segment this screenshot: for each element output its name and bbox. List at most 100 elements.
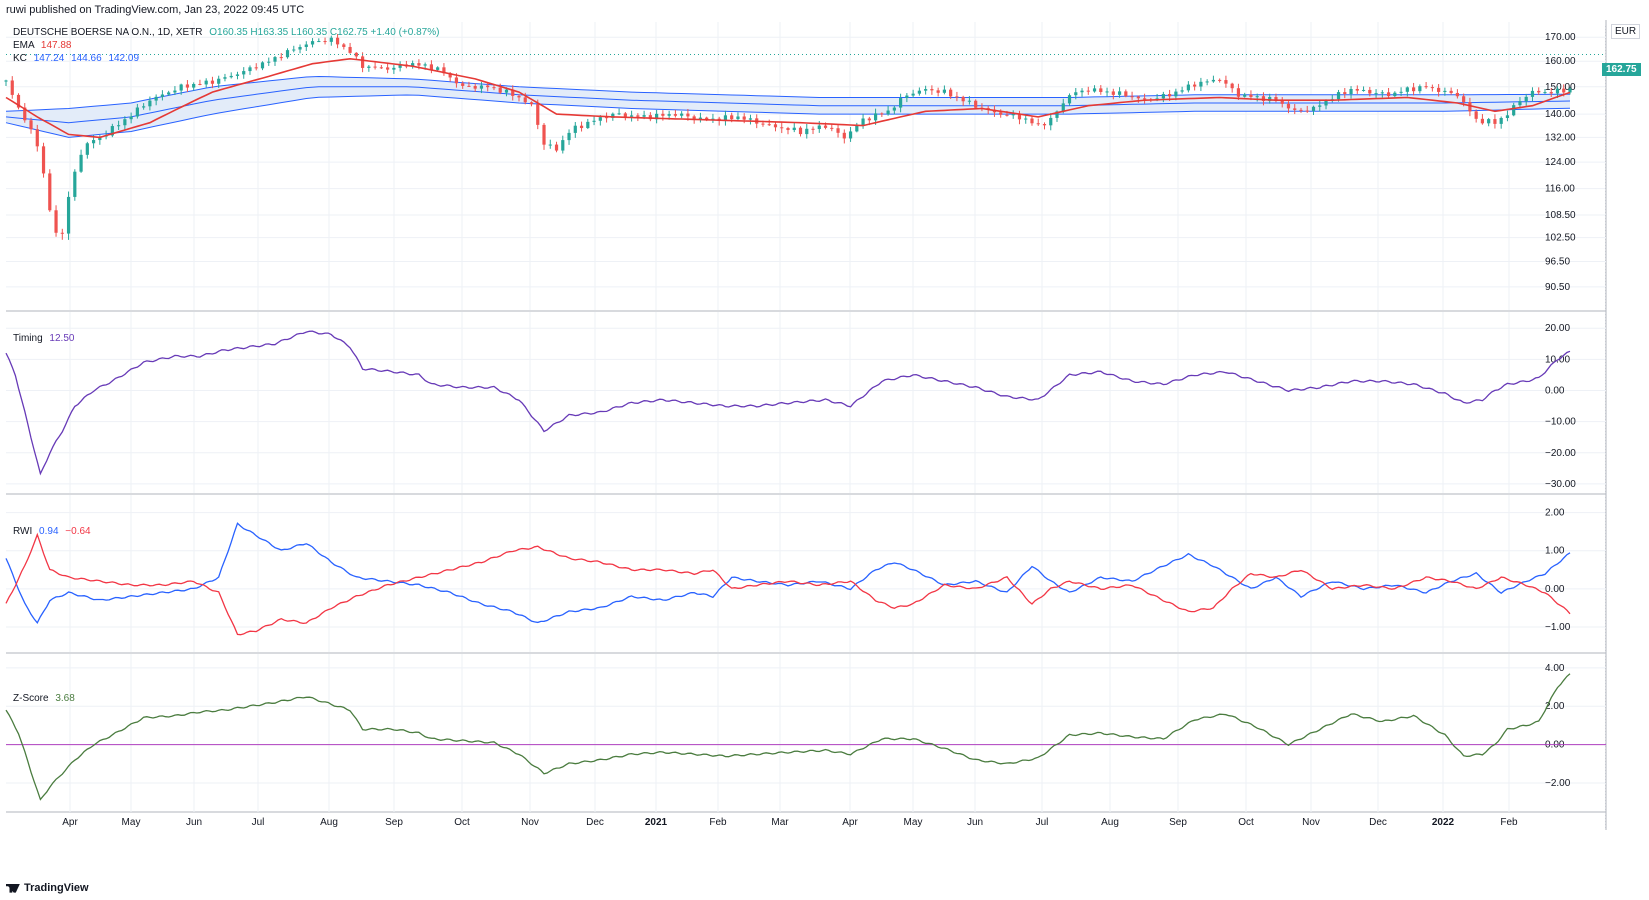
time-axis-label: 2021 <box>645 817 668 828</box>
axis-tick-dot <box>1605 632 1606 633</box>
kc-legend[interactable]: KC 147.24 144.66 142.09 <box>13 53 139 64</box>
tradingview-brand: TradingView <box>24 882 89 894</box>
axis-tick-dot <box>1605 650 1606 651</box>
candle-body <box>1280 100 1284 104</box>
axis-tick-dot <box>1605 245 1606 246</box>
axis-tick-dot <box>1605 590 1606 591</box>
axis-tick-dot <box>1605 794 1606 795</box>
axis-tick-dot <box>1605 449 1606 450</box>
candle-body <box>1205 81 1209 83</box>
axis-tick-dot <box>1605 146 1606 147</box>
timing-label: Timing <box>13 333 43 344</box>
candle-body <box>767 124 771 126</box>
axis-tick-dot <box>1605 593 1606 594</box>
candle-body <box>66 196 71 234</box>
currency-badge[interactable]: EUR <box>1611 24 1641 39</box>
candle-body <box>392 67 396 70</box>
candle-body <box>974 100 978 108</box>
candle-body <box>1236 88 1241 97</box>
candle-body <box>867 118 871 121</box>
axis-tick-dot <box>1605 344 1606 345</box>
axis-tick-dot <box>1605 296 1606 297</box>
price-axis-label: 132.00 <box>1545 132 1576 143</box>
candle-body <box>1549 92 1553 94</box>
axis-tick-dot <box>1605 359 1606 360</box>
candle-body <box>298 46 302 50</box>
axis-tick-dot <box>1605 182 1606 183</box>
kc-label: KC <box>13 53 27 64</box>
axis-tick-dot <box>1605 59 1606 60</box>
time-axis-label: Aug <box>320 817 338 828</box>
candle-body <box>117 125 121 127</box>
rwi-line-1 <box>5 532 1571 636</box>
axis-tick-dot <box>1605 674 1606 675</box>
candle-body <box>642 115 646 117</box>
symbol-header[interactable]: DEUTSCHE BOERSE NA O.N., 1D, XETR O160.3… <box>13 27 439 38</box>
axis-tick-dot <box>1605 260 1606 261</box>
candle-body <box>1562 88 1566 93</box>
axis-tick-dot <box>1605 50 1606 51</box>
axis-tick-dot <box>1605 815 1606 816</box>
candle-body <box>1142 98 1147 100</box>
time-axis-label: Aug <box>1101 817 1119 828</box>
candle-body <box>1105 91 1109 93</box>
axis-tick-dot <box>1605 608 1606 609</box>
axis-tick-dot <box>1605 569 1606 570</box>
candle-body <box>792 127 796 131</box>
axis-tick-dot <box>1605 539 1606 540</box>
axis-tick-dot <box>1605 605 1606 606</box>
axis-tick-dot <box>1605 524 1606 525</box>
candle-body <box>210 80 215 84</box>
kc-mid-value: 144.66 <box>71 53 102 64</box>
candle-body <box>1017 114 1022 120</box>
axis-tick-dot <box>1605 425 1606 426</box>
zscore-legend[interactable]: Z-Score 3.68 <box>13 693 75 704</box>
candle-body <box>698 117 703 119</box>
axis-tick-dot <box>1605 812 1606 813</box>
candle-body <box>611 113 615 118</box>
axis-tick-dot <box>1605 263 1606 264</box>
candle-body <box>1468 102 1472 112</box>
candle-body <box>204 80 208 85</box>
candle-body <box>930 89 934 91</box>
axis-tick-dot <box>1605 389 1606 390</box>
axis-tick-dot <box>1605 320 1606 321</box>
candle-body <box>235 74 240 76</box>
candle-body <box>323 41 327 43</box>
candle-body <box>548 144 552 146</box>
candle-body <box>79 154 83 172</box>
candle-body <box>386 67 390 70</box>
candle-body <box>98 136 102 141</box>
time-axis-label: Jun <box>967 817 983 828</box>
indicator-axis-label: 0.00 <box>1545 584 1565 595</box>
axis-tick-dot <box>1605 479 1606 480</box>
axis-tick-dot <box>1605 785 1606 786</box>
axis-tick-dot <box>1605 188 1606 189</box>
axis-tick-dot <box>1605 305 1606 306</box>
axis-tick-dot <box>1605 644 1606 645</box>
price-axis-label: 160.00 <box>1545 56 1576 67</box>
candle-body <box>423 64 427 66</box>
axis-tick-dot <box>1605 209 1606 210</box>
price-axis-label: 108.50 <box>1545 210 1576 221</box>
axis-tick-dot <box>1605 572 1606 573</box>
candle-body <box>398 64 402 68</box>
candle-body <box>1318 105 1322 107</box>
timing-legend[interactable]: Timing 12.50 <box>13 333 74 344</box>
candle-body <box>905 95 909 99</box>
kc-band-fill <box>6 76 1570 138</box>
axis-tick-dot <box>1605 665 1606 666</box>
candle-body <box>873 113 878 121</box>
rwi-legend[interactable]: RWI 0.94 −0.64 <box>13 526 91 537</box>
candle-body <box>367 66 371 68</box>
axis-tick-dot <box>1605 551 1606 552</box>
candle-body <box>498 87 502 93</box>
ema-legend[interactable]: EMA 147.88 <box>13 40 72 51</box>
candle-body <box>135 107 139 117</box>
axis-tick-dot <box>1605 134 1606 135</box>
axis-tick-dot <box>1605 734 1606 735</box>
candle-body <box>1155 98 1159 100</box>
tradingview-logo[interactable]: TradingView <box>6 882 89 894</box>
axis-tick-dot <box>1605 56 1606 57</box>
